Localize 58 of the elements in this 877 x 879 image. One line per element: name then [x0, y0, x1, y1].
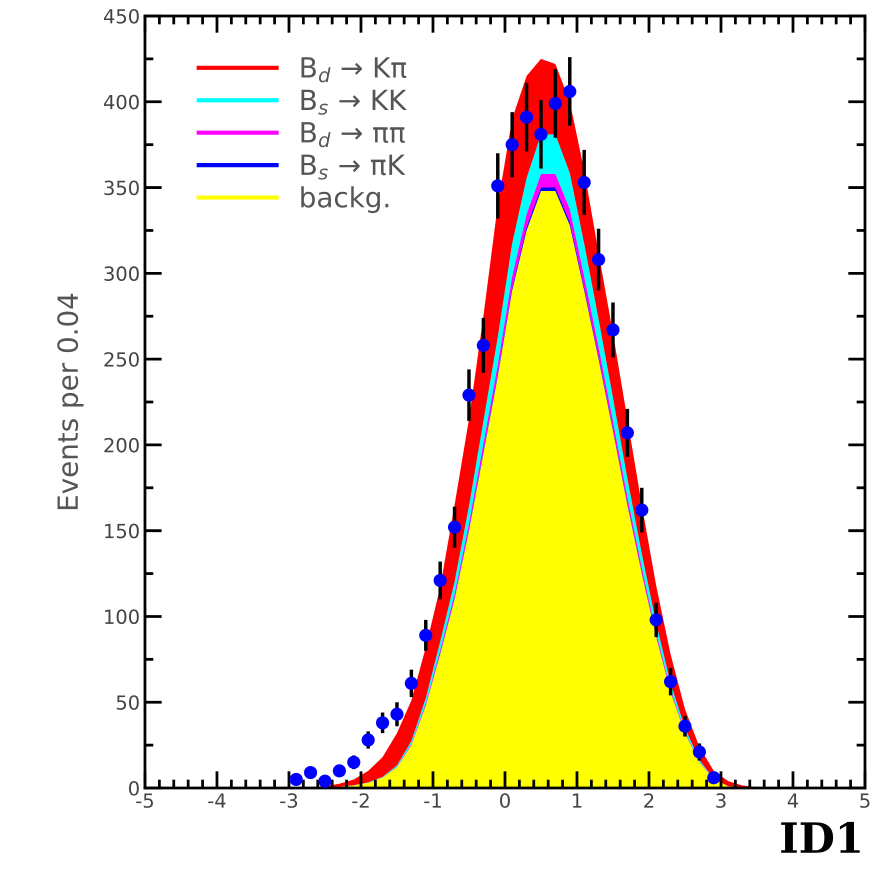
point [462, 388, 476, 402]
point [390, 708, 404, 721]
point [448, 520, 462, 534]
y-tick-label: 400 [104, 94, 139, 110]
point [563, 84, 576, 98]
point [635, 504, 648, 517]
point [290, 772, 303, 786]
point [506, 138, 519, 152]
y-axis-title: Events per 0.04 [57, 294, 84, 510]
point [664, 675, 678, 688]
point [606, 323, 620, 337]
point [419, 628, 432, 642]
legend-label: B$_{s}$ → KK [301, 90, 407, 115]
y-tick-label: 100 [105, 609, 139, 624]
x-tick-label: 5 [860, 793, 870, 808]
point [678, 720, 692, 733]
x-tick-label: -2 [352, 793, 369, 808]
y-tick-label: 50 [116, 695, 139, 710]
point [650, 613, 663, 626]
point [332, 764, 346, 778]
point [347, 756, 360, 769]
x-tick-label: 1 [572, 793, 582, 808]
point [304, 766, 318, 780]
x-tick-label: -3 [280, 793, 298, 808]
x-tick-label: -1 [424, 793, 441, 808]
point [434, 574, 447, 588]
point [548, 96, 562, 110]
x-tick-label: 3 [716, 793, 726, 808]
point [376, 716, 390, 730]
point [362, 733, 375, 747]
y-tick-label: 350 [104, 180, 139, 196]
y-tick-label: 250 [104, 352, 139, 367]
point [534, 128, 548, 141]
y-tick-label: 150 [105, 524, 139, 538]
y-tick-label: 450 [104, 8, 139, 24]
legend-label: B$_{d}$ → Kπ [301, 57, 406, 82]
point [520, 110, 534, 124]
legend-label: B$_{d}$ → ππ [301, 122, 405, 148]
x-tick-label: 2 [644, 793, 654, 808]
point [692, 745, 706, 759]
y-tick-label: 200 [104, 438, 139, 453]
point [620, 426, 634, 440]
legend-label: backg. [301, 186, 388, 214]
point [578, 176, 591, 189]
y-tick-label: 300 [104, 266, 139, 282]
point [491, 179, 504, 192]
point [592, 253, 606, 266]
text: ID1 [781, 822, 860, 853]
x-tick-label: -5 [136, 793, 153, 808]
point [318, 774, 332, 788]
x-tick-label: 0 [500, 793, 510, 808]
x-tick-label: -4 [208, 793, 226, 808]
point [404, 676, 418, 690]
x-tick-label: 4 [788, 793, 798, 808]
y-tick-label: 0 [129, 780, 139, 796]
point [476, 338, 490, 352]
legend-label: B$_{s}$ → πK [301, 154, 406, 180]
point [707, 771, 720, 784]
